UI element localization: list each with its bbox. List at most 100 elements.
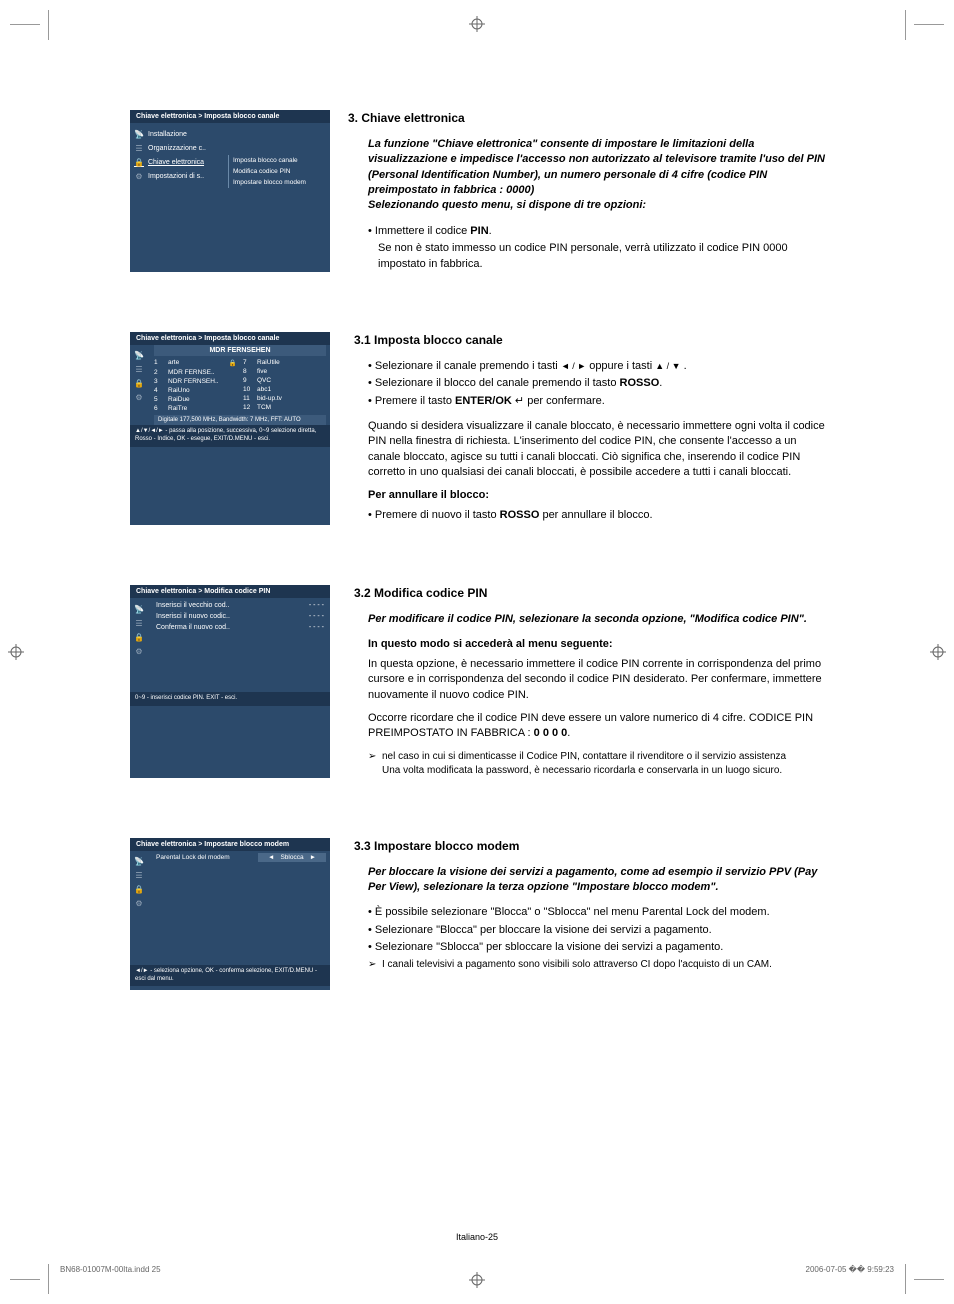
channel-row: 6RaiTre [154, 404, 237, 413]
note-item: Una volta modificata la password, è nece… [348, 764, 830, 778]
list-icon: ☰ [134, 871, 144, 881]
section-heading: 3.3 Impostare blocco modem [348, 838, 830, 855]
submenu-item: Modifica codice PIN [228, 166, 326, 177]
body-paragraph: In questa opzione, è necessario immetter… [348, 657, 830, 703]
bullet-note: Se non è stato immesso un codice PIN per… [348, 241, 830, 272]
body-paragraph: Occorre ricordare che il codice PIN deve… [348, 711, 830, 742]
submenu-item: Impostare blocco modem [228, 177, 326, 188]
crop-mark [914, 1279, 944, 1280]
channel-row: 10abc1 [243, 385, 326, 394]
registration-mark [469, 16, 485, 32]
gear-icon: ⚙ [134, 899, 144, 909]
section-heading: 3. Chiave elettronica [348, 110, 830, 127]
page-content: Chiave elettronica > Imposta blocco cana… [130, 110, 830, 1050]
satellite-icon: 📡 [134, 857, 144, 867]
crop-mark [905, 10, 906, 40]
registration-mark [8, 644, 24, 660]
lock-icon: 🔒 [134, 157, 144, 167]
section-intro: La funzione "Chiave elettronica" consent… [348, 137, 830, 214]
crop-mark [48, 10, 49, 40]
channel-row: 2MDR FERNSE.. [154, 368, 237, 377]
lock-icon: 🔒 [134, 632, 144, 642]
channel-row: 4RaiUno [154, 386, 237, 395]
menu-screenshot-3: Chiave elettronica > Modifica codice PIN… [130, 585, 330, 778]
section-intro: Per modificare il codice PIN, selezionar… [348, 612, 830, 627]
channel-row: 1arte🔒 [154, 358, 237, 368]
bullet-item: Selezionare il canale premendo i tasti ◄… [348, 359, 830, 374]
list-icon: ☰ [134, 143, 144, 153]
modem-selector: ◄Sblocca► [258, 853, 326, 862]
note-item: I canali televisivi a pagamento sono vis… [348, 958, 830, 972]
channel-table-header: MDR FERNSEHEN [154, 345, 326, 356]
bullet-item: Selezionare "Blocca" per bloccare la vis… [348, 923, 830, 938]
list-icon: ☰ [134, 365, 144, 375]
menu-breadcrumb: Chiave elettronica > Impostare blocco mo… [130, 838, 330, 851]
section-3-1: Chiave elettronica > Imposta blocco cana… [130, 332, 830, 525]
crop-mark [914, 24, 944, 25]
timestamp: 2006-07-05 �� 9:59:23 [806, 1265, 894, 1274]
gear-icon: ⚙ [134, 646, 144, 656]
print-footer: BN68-01007M-00Ita.indd 25 2006-07-05 �� … [60, 1265, 894, 1274]
section-heading: 3.1 Imposta blocco canale [348, 332, 830, 349]
pin-row: Inserisci il vecchio cod..- - - - [150, 600, 330, 611]
bullet-item: È possibile selezionare "Blocca" o "Sblo… [348, 905, 830, 920]
satellite-icon: 📡 [134, 604, 144, 614]
bullet-item: Premere di nuovo il tasto ROSSO per annu… [348, 508, 830, 523]
menu-breadcrumb: Chiave elettronica > Imposta blocco cana… [130, 110, 330, 123]
registration-mark [930, 644, 946, 660]
body-paragraph: Quando si desidera visualizzare il canal… [348, 419, 830, 481]
lock-icon: 🔒 [134, 379, 144, 389]
section-intro: Per bloccare la visione dei servizi a pa… [348, 865, 830, 896]
list-icon: ☰ [134, 618, 144, 628]
section-3: Chiave elettronica > Imposta blocco cana… [130, 110, 830, 272]
pin-row: Conferma il nuovo cod..- - - - [150, 622, 330, 633]
subheading: In questo modo si accederà al menu segue… [348, 637, 830, 652]
pin-row: Inserisci il nuovo codic..- - - - [150, 611, 330, 622]
section-3-3: Chiave elettronica > Impostare blocco mo… [130, 838, 830, 991]
channel-row: 3NDR FERNSEH.. [154, 377, 237, 386]
channel-status: Digitale 177,500 MHz, Bandwidth: 7 MHz, … [154, 415, 326, 425]
crop-mark [10, 1279, 40, 1280]
menu-item-label: Chiave elettronica [148, 159, 204, 166]
menu-item-label: Installazione [148, 131, 187, 138]
menu-breadcrumb: Chiave elettronica > Imposta blocco cana… [130, 332, 330, 345]
channel-row: 11bid-up.tv [243, 394, 326, 403]
section-3-2: Chiave elettronica > Modifica codice PIN… [130, 585, 830, 778]
channel-row: 12TCM [243, 403, 326, 412]
submenu-item: Imposta blocco canale [228, 155, 326, 166]
bullet-item: Selezionare "Sblocca" per sbloccare la v… [348, 940, 830, 955]
enter-icon: ↵ [515, 395, 524, 407]
menu-item-label: Organizzazione c.. [148, 145, 206, 152]
satellite-icon: 📡 [134, 351, 144, 361]
file-name: BN68-01007M-00Ita.indd 25 [60, 1265, 161, 1274]
page-number: Italiano-25 [0, 1232, 954, 1242]
menu-screenshot-1: Chiave elettronica > Imposta blocco cana… [130, 110, 330, 272]
crop-mark [48, 1264, 49, 1294]
cancel-heading: Per annullare il blocco: [348, 488, 830, 503]
menu-screenshot-4: Chiave elettronica > Impostare blocco mo… [130, 838, 330, 991]
gear-icon: ⚙ [134, 171, 144, 181]
channel-row: 5RaiDue [154, 395, 237, 404]
satellite-icon: 📡 [134, 129, 144, 139]
note-item: nel caso in cui si dimenticasse il Codic… [348, 750, 830, 764]
menu-footer: ▲/▼/◄/► - passa alla posizione, successi… [130, 425, 330, 447]
menu-screenshot-2: Chiave elettronica > Imposta blocco cana… [130, 332, 330, 525]
crop-mark [905, 1264, 906, 1294]
bullet-item: Selezionare il blocco del canale premend… [348, 376, 830, 391]
channel-table: 1arte🔒2MDR FERNSE..3NDR FERNSEH..4RaiUno… [150, 356, 330, 415]
menu-footer: 0~9 - inserisci codice PIN. EXIT - esci. [130, 692, 330, 706]
registration-mark [469, 1272, 485, 1288]
bullet-item: Premere il tasto ENTER/OK ↵ per conferma… [348, 394, 830, 409]
gear-icon: ⚙ [134, 393, 144, 403]
crop-mark [10, 24, 40, 25]
menu-breadcrumb: Chiave elettronica > Modifica codice PIN [130, 585, 330, 598]
menu-footer: ◄/► - seleziona opzione, OK - conferma s… [130, 965, 330, 987]
bullet-item: Immettere il codice PIN. [348, 224, 830, 239]
section-heading: 3.2 Modifica codice PIN [348, 585, 830, 602]
modem-label: Parental Lock del modem [154, 854, 258, 861]
channel-row: 8five [243, 367, 326, 376]
lock-icon: 🔒 [134, 885, 144, 895]
channel-row: 9QVC [243, 376, 326, 385]
menu-item-label: Impostazioni di s.. [148, 173, 204, 180]
channel-row: 7RaiUtile [243, 358, 326, 367]
